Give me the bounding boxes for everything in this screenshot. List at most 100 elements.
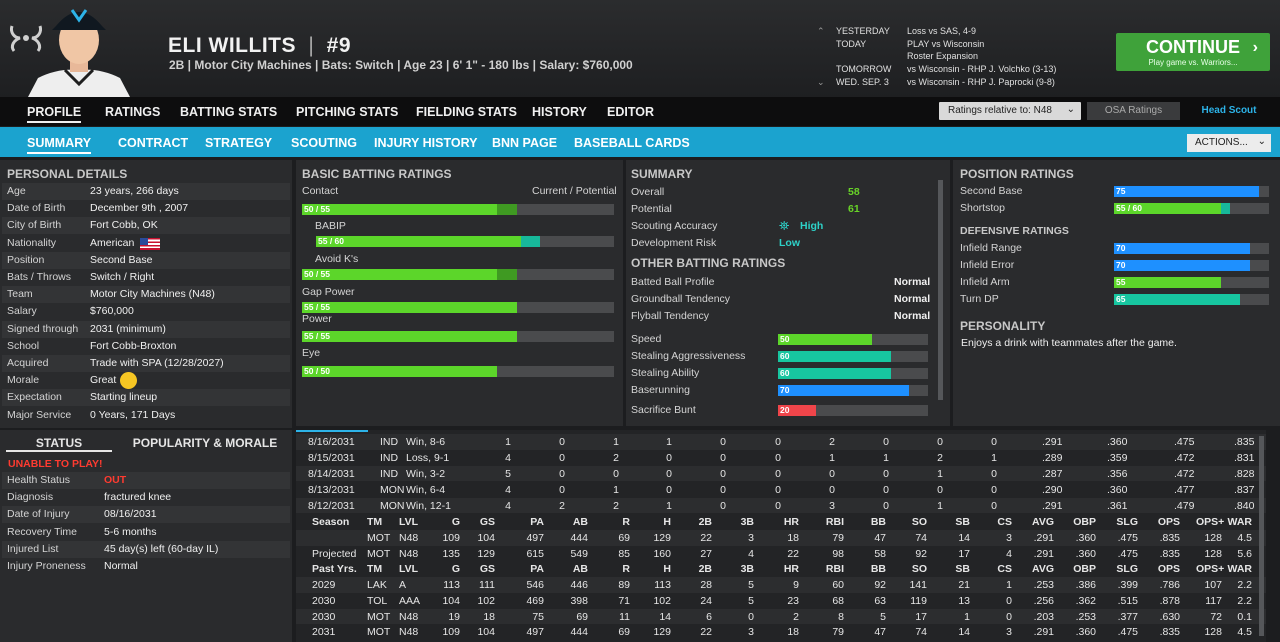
- status-label: Health Status: [7, 474, 71, 486]
- row-stripe: [2, 320, 290, 338]
- status-label: Recovery Time: [7, 525, 78, 538]
- personal-value: Fort Cobb-Broxton: [90, 339, 177, 352]
- rating-bar: 50 / 55: [302, 269, 614, 280]
- tab-ratings[interactable]: RATINGS: [105, 105, 161, 119]
- chevron-down-icon[interactable]: ⌄: [817, 76, 825, 87]
- tab-summary[interactable]: SUMMARY: [27, 136, 92, 154]
- overall-rating: 58: [848, 186, 860, 198]
- game-log-row[interactable]: 8/16/2031 IND Win, 8-6 1 0 1 1 0 0 2 0 0 0.291.360.4…: [296, 434, 1266, 450]
- personal-value: Second Base: [90, 253, 153, 266]
- ratings-relative-select[interactable]: Ratings relative to: N48 ⌄: [939, 102, 1081, 120]
- smiley-icon: [120, 372, 137, 390]
- rating-bar: 55 / 55: [302, 302, 614, 313]
- personal-label: Nationality: [7, 236, 57, 249]
- personal-value: American: [90, 236, 135, 249]
- past-year-row[interactable]: 2029 LAK A 113 111 546 446 89 113 28 5 9 60 92 141 21 1.…: [296, 577, 1266, 593]
- scouting-accuracy: High: [800, 220, 824, 232]
- status-value: OUT: [104, 474, 127, 486]
- rating-bar: 20: [778, 405, 928, 416]
- row-stripe: [2, 472, 290, 489]
- personal-label: Bats / Throws: [7, 271, 71, 283]
- status-value: 45 day(s) left (60-day IL): [104, 542, 219, 555]
- other-rating-value: Normal: [894, 293, 931, 305]
- tab-scouting[interactable]: SCOUTING: [291, 136, 357, 150]
- team-logo: [10, 25, 42, 52]
- status-label: Injury Proneness: [7, 560, 86, 572]
- potential-rating: 61: [848, 203, 860, 215]
- chevron-up-icon[interactable]: ⌃: [817, 26, 825, 36]
- past-year-row[interactable]: 2030 TOL AAA 104 102 469 398 71 102 24 5 23 68 63 119 1…: [312, 594, 1252, 607]
- summary-scrollbar[interactable]: [938, 166, 944, 422]
- personal-label: Morale: [7, 374, 40, 387]
- personal-value: Switch / Right: [90, 271, 155, 283]
- past-year-row[interactable]: 2031 MOT N48 109 104 497 444 69 129 22 3 18 79 47 74 14…: [312, 626, 1252, 639]
- personal-label: Acquired: [7, 357, 49, 369]
- game-log-row[interactable]: 8/13/2031 MON Win, 6-4 4 0 1 0 0 0 0 0 0 0.290.360.4…: [308, 483, 1255, 496]
- unable-to-play-alert: UNABLE TO PLAY!: [8, 458, 103, 470]
- row-stripe: [2, 183, 290, 200]
- season-row[interactable]: Projected MOT N48 135 129 615 549 85 160 27 4 22 98 5…: [312, 547, 1252, 560]
- past-year-row[interactable]: 2030 MOT N48 19 18 75 69 11 14 6 0 2 8 5 17 1 0.203.253.…: [296, 608, 1266, 625]
- tab-pitching-stats[interactable]: PITCHING STATS: [296, 105, 399, 119]
- status-value: 5-6 months: [104, 525, 157, 538]
- batting-rating-label: BABIP: [315, 220, 346, 232]
- running-rating-label: Baserunning: [631, 384, 690, 396]
- tab-injury-history[interactable]: INJURY HISTORY: [374, 136, 478, 150]
- tab-baseball-cards[interactable]: BASEBALL CARDS: [574, 136, 690, 150]
- tab-fielding-stats[interactable]: FIELDING STATS: [416, 105, 517, 119]
- tab-batting-stats[interactable]: BATTING STATS: [180, 105, 278, 119]
- row-stripe: [2, 217, 290, 235]
- personal-label: Age: [7, 185, 26, 197]
- tab-history[interactable]: HISTORY: [532, 105, 587, 119]
- player-portrait: [28, 9, 130, 97]
- rating-bar: 55 / 60: [1114, 203, 1269, 214]
- batting-rating-label: Avoid K's: [315, 253, 359, 265]
- rating-bar: 75: [1114, 186, 1269, 197]
- personal-value: Fort Cobb, OK: [90, 219, 158, 232]
- tab-popularity-morale[interactable]: POPULARITY & MORALE: [132, 436, 278, 450]
- status-value: Normal: [104, 560, 138, 572]
- head-scout-button[interactable]: Head Scout: [1185, 102, 1273, 120]
- game-log-row[interactable]: 8/14/2031 IND Win, 3-2 5 0 0 0 0 0 0 0 1 0.287.356.4…: [296, 465, 1266, 482]
- stats-scrollbar[interactable]: [1257, 430, 1265, 642]
- binoculars-icon: ⛯: [779, 218, 790, 233]
- personal-details-panel: PERSONAL DETAILS Age 23 years, 266 days Da…: [0, 160, 292, 428]
- tab-status[interactable]: STATUS: [6, 434, 112, 452]
- game-log-row[interactable]: 8/12/2031 MON Win, 12-1 4 2 2 1 0 0 3 0 1 0.291.361.…: [296, 497, 1266, 514]
- us-flag-icon: [140, 237, 160, 250]
- player-subline: 2B | Motor City Machines | Bats: Switch …: [169, 58, 633, 72]
- other-rating-label: Flyball Tendency: [631, 310, 710, 322]
- personal-value: December 9th , 2007: [90, 202, 189, 215]
- defensive-rating-label: Turn DP: [960, 293, 999, 305]
- rating-bar: 65: [1114, 294, 1269, 305]
- batting-rating-label: Contact: [302, 185, 339, 197]
- status-value: fractured knee: [104, 491, 172, 504]
- season-header-row: Season TM LVL G GS PA AB R H 2B 3B HR RBI BB SO SB CS AVG…: [312, 516, 1252, 528]
- other-rating-value: Normal: [894, 310, 931, 322]
- game-log-row[interactable]: 8/15/2031 IND Loss, 9-1 4 0 2 0 0 0 1 1 2 1.289.359.…: [308, 451, 1255, 464]
- row-stripe: [2, 355, 290, 372]
- personal-value: 23 years, 266 days: [90, 185, 179, 197]
- tab-contract[interactable]: CONTRACT: [118, 136, 189, 150]
- personal-label: Date of Birth: [7, 202, 66, 215]
- tab-editor[interactable]: EDITOR: [607, 105, 654, 119]
- rating-bar: 55 / 55: [302, 331, 614, 342]
- tab-strategy[interactable]: STRATEGY: [205, 136, 273, 150]
- row-stripe: [2, 251, 290, 269]
- defensive-rating-label: Infield Error: [960, 259, 1015, 271]
- osa-ratings-button[interactable]: OSA Ratings: [1087, 102, 1180, 120]
- season-row[interactable]: MOT N48 109 104 497 444 69 129 22 3 18 79 47 74 14 3.29…: [296, 530, 1266, 546]
- continue-button[interactable]: CONTINUE Play game vs. Warriors... ›: [1116, 33, 1270, 71]
- past-header-row: Past Yrs. TM LVL G GS PA AB R H 2B 3B HR RBI BB SO SB CS…: [312, 563, 1252, 575]
- tab-bnn-page[interactable]: BNN PAGE: [492, 136, 558, 150]
- tab-profile[interactable]: PROFILE: [27, 105, 82, 123]
- batting-rating-label: Eye: [302, 347, 321, 359]
- rating-bar: 50: [778, 334, 928, 345]
- status-label: Injured List: [7, 542, 59, 555]
- actions-dropdown[interactable]: ACTIONS... ⌄: [1187, 134, 1271, 152]
- rating-bar: 50 / 55: [302, 204, 614, 215]
- rating-bar: 55 / 60: [316, 236, 614, 247]
- other-rating-label: Batted Ball Profile: [631, 276, 715, 288]
- status-value: 08/16/2031: [104, 508, 157, 521]
- personal-value: Trade with SPA (12/28/2027): [90, 357, 224, 369]
